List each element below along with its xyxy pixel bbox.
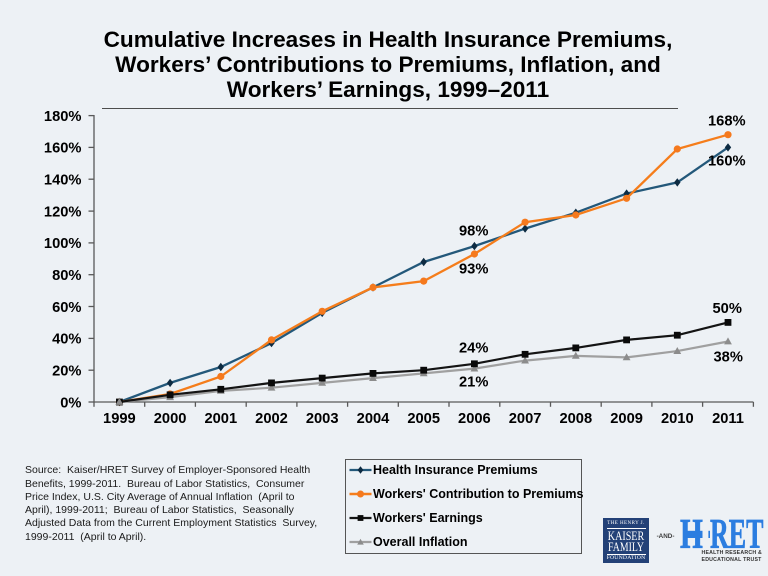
svg-text:RET: RET [710,515,763,553]
svg-text:180%: 180% [44,109,82,125]
svg-text:2000: 2000 [154,411,187,427]
svg-text:93%: 93% [459,262,488,278]
svg-text:2008: 2008 [559,411,592,427]
svg-text:60%: 60% [52,300,81,316]
svg-text:2006: 2006 [458,411,491,427]
svg-text:2004: 2004 [357,411,391,427]
svg-text:0%: 0% [60,395,81,411]
svg-text:50%: 50% [713,301,742,317]
svg-text:1999: 1999 [103,411,136,427]
svg-text:2010: 2010 [661,411,694,427]
svg-text:2007: 2007 [509,411,542,427]
svg-text:2011: 2011 [712,411,744,427]
svg-text:160%: 160% [708,154,746,170]
svg-text:24%: 24% [459,341,488,357]
svg-text:2001: 2001 [204,411,237,427]
svg-text:2005: 2005 [407,411,440,427]
svg-text:120%: 120% [44,204,82,220]
svg-text:38%: 38% [714,350,743,366]
svg-text:40%: 40% [52,332,81,348]
svg-text:2002: 2002 [255,411,288,427]
svg-text:98%: 98% [459,224,488,240]
svg-text:2009: 2009 [610,411,643,427]
svg-text:160%: 160% [44,141,82,157]
svg-text:80%: 80% [52,268,81,284]
svg-text:20%: 20% [52,364,81,380]
svg-text:140%: 140% [44,173,82,189]
svg-text:21%: 21% [459,375,488,391]
svg-text:168%: 168% [708,114,746,130]
svg-text:100%: 100% [44,236,82,252]
svg-text:2003: 2003 [306,411,339,427]
